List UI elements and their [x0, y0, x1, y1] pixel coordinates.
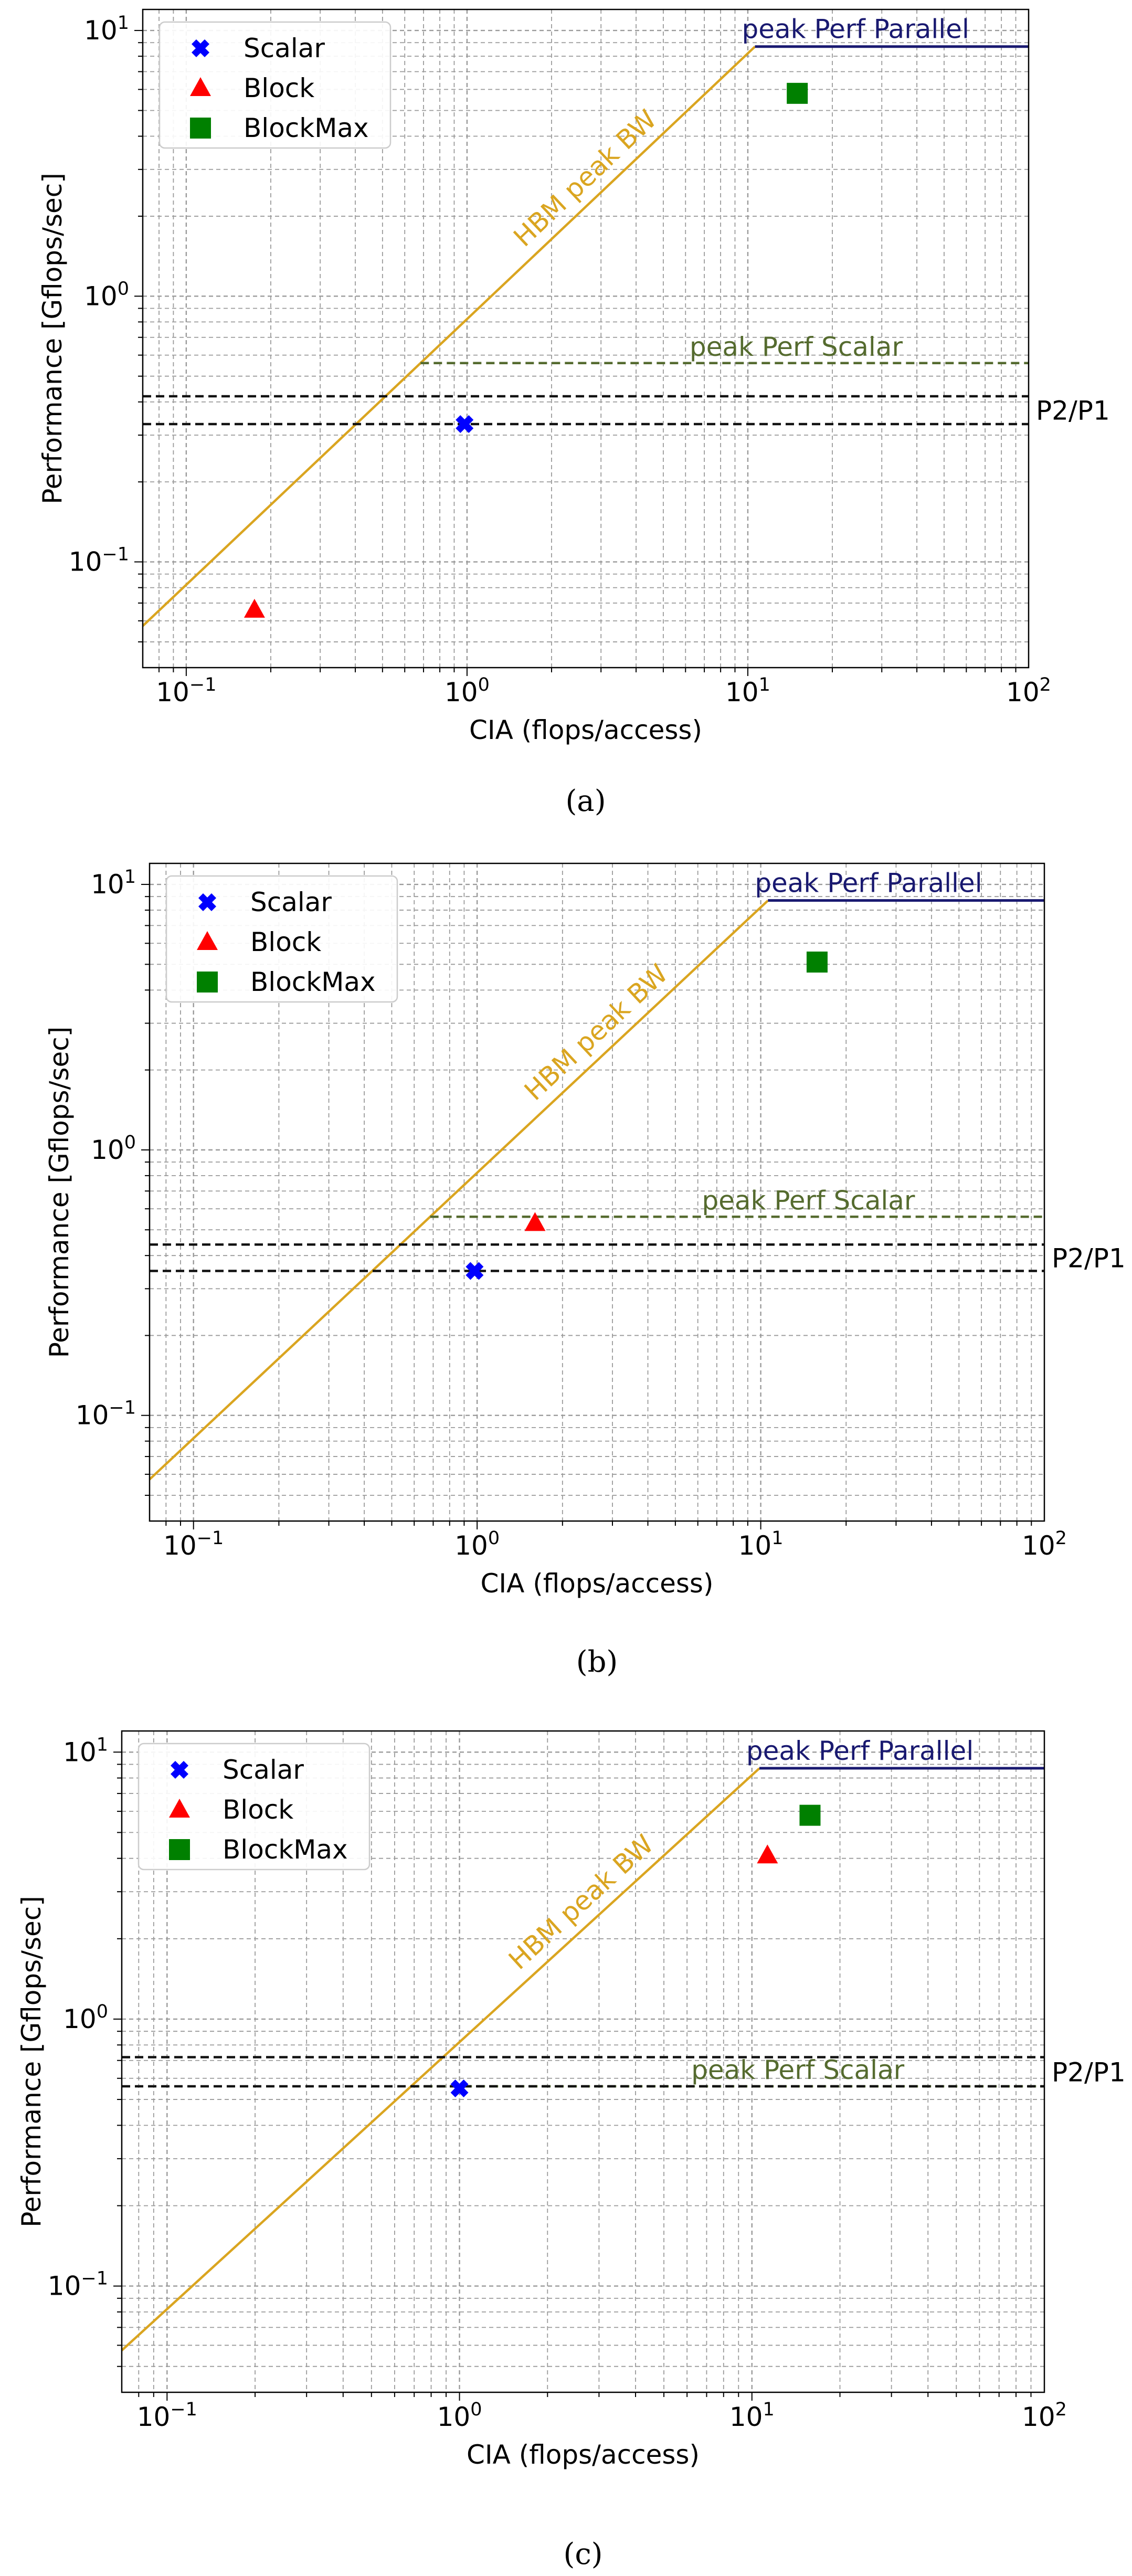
- y-tick-label: 101: [84, 13, 129, 46]
- x-tick-label: 102: [1022, 1528, 1067, 1561]
- roofline-bandwidth-line: [143, 46, 756, 627]
- p2-p1-label: P2/P1: [1052, 2057, 1126, 2087]
- plot-area: [143, 45, 1029, 627]
- legend-label-blockmax: BlockMax: [244, 113, 369, 143]
- point-blockmax: [806, 951, 828, 973]
- legend-label-blockmax: BlockMax: [250, 967, 376, 997]
- p2-p1-label: P2/P1: [1052, 1243, 1126, 1273]
- x-tick-label: 101: [725, 674, 770, 708]
- plot-area: [150, 899, 1044, 1481]
- roofline-label: HBM peak BW: [508, 104, 663, 252]
- legend-label-block: Block: [250, 927, 321, 957]
- legend-marker-blockmax: [190, 118, 211, 139]
- panel-caption: (a): [565, 784, 606, 818]
- x-tick-label: 100: [437, 2399, 482, 2432]
- point-scalar: [450, 2079, 469, 2097]
- x-tick-label: 101: [729, 2399, 775, 2432]
- legend-marker-block: [197, 931, 218, 950]
- legend-box: [165, 875, 398, 1003]
- legend-label-blockmax: BlockMax: [223, 1834, 348, 1865]
- legend-label-scalar: Scalar: [244, 33, 325, 64]
- roofline-bandwidth-line: [122, 1767, 760, 2351]
- x-tick-label: 102: [1022, 2399, 1067, 2432]
- y-axis-label: Performance [Gflops/sec]: [16, 1896, 47, 2227]
- legend-label-scalar: Scalar: [250, 887, 332, 917]
- roofline-label: HBM peak BW: [519, 958, 674, 1106]
- roofline-bandwidth-line: [150, 900, 769, 1481]
- y-tick-label: 101: [63, 1734, 108, 1767]
- legend-marker-scalar: [198, 893, 216, 911]
- plot-frame: [149, 862, 1045, 1522]
- legend-marker-blockmax: [197, 972, 218, 993]
- legend: Scalar Block BlockMax: [158, 21, 392, 149]
- legend-marker-blockmax: [169, 1839, 190, 1860]
- y-tick-label: 101: [91, 867, 136, 900]
- x-tick-label: 100: [445, 674, 490, 708]
- legend-marker-scalar: [171, 1761, 188, 1779]
- peak-scalar-label: peak Perf Scalar: [702, 1185, 915, 1216]
- x-tick-label: 100: [454, 1528, 500, 1561]
- x-tick-label: 10−1: [163, 1528, 224, 1561]
- x-axis-label: CIA (flops/access): [467, 2440, 700, 2470]
- legend-label-block: Block: [244, 73, 314, 103]
- peak-parallel-label: peak Perf Parallel: [755, 868, 982, 899]
- legend: Scalar Block BlockMax: [137, 1743, 371, 1871]
- peak-parallel-label: peak Perf Parallel: [746, 1736, 974, 1766]
- plot-frame: [142, 8, 1030, 669]
- x-tick-label: 101: [738, 1528, 784, 1561]
- p2-p1-label: P2/P1: [1036, 396, 1110, 426]
- plot-area: [122, 1767, 1044, 2351]
- y-tick-label: 10−1: [48, 2268, 108, 2301]
- y-tick-label: 100: [63, 2001, 108, 2034]
- point-block: [757, 1844, 778, 1864]
- legend: Scalar Block BlockMax: [165, 875, 398, 1003]
- point-blockmax: [799, 1804, 821, 1826]
- legend-marker-scalar: [192, 39, 209, 57]
- x-tick-label: 10−1: [137, 2399, 197, 2432]
- peak-scalar-label: peak Perf Scalar: [691, 2055, 905, 2085]
- chart-panel-3: 10−1 100 101 102 10−1 100 101 CIA (flops/access…: [16, 1730, 1126, 2571]
- legend-marker-block: [169, 1799, 190, 1818]
- x-axis-label: CIA (flops/access): [469, 715, 702, 745]
- peak-parallel-label: peak Perf Parallel: [742, 14, 969, 45]
- legend-box: [158, 21, 392, 149]
- point-block: [244, 598, 265, 618]
- legend-label-scalar: Scalar: [223, 1755, 304, 1785]
- point-scalar: [456, 415, 474, 434]
- y-axis-label: Performance [Gflops/sec]: [37, 173, 68, 504]
- point-scalar: [466, 1262, 484, 1280]
- x-tick-label: 102: [1006, 674, 1051, 708]
- grid: [143, 9, 1029, 668]
- x-axis-label: CIA (flops/access): [481, 1568, 714, 1599]
- y-tick-label: 100: [84, 278, 129, 311]
- panel-caption: (c): [563, 2537, 602, 2571]
- y-axis-label: Performance [Gflops/sec]: [44, 1027, 75, 1358]
- plot-frame: [121, 1730, 1045, 2393]
- y-tick-label: 100: [91, 1132, 136, 1165]
- chart-panel-1: 10−1 100 101 102 10−1 100 101 CIA (flops/access…: [37, 8, 1110, 818]
- peak-scalar-label: peak Perf Scalar: [690, 332, 903, 362]
- x-tick-label: 10−1: [156, 674, 216, 708]
- point-blockmax: [787, 82, 808, 104]
- y-tick-label: 10−1: [69, 544, 129, 577]
- grid: [122, 1731, 1044, 2392]
- legend-box: [137, 1743, 371, 1871]
- panel-caption: (b): [576, 1645, 618, 1679]
- y-tick-label: 10−1: [76, 1398, 136, 1431]
- chart-panel-2: 10−1 100 101 102 10−1 100 101 CIA (flops/access…: [44, 862, 1126, 1679]
- legend-marker-block: [190, 77, 211, 96]
- point-block: [524, 1212, 546, 1231]
- legend-label-block: Block: [223, 1794, 293, 1825]
